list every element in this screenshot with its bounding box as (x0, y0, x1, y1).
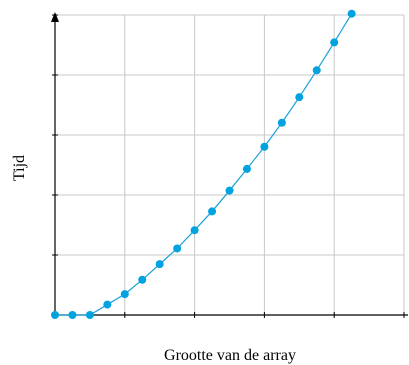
data-point (208, 207, 217, 216)
grid (55, 14, 405, 315)
data-point (103, 300, 112, 309)
axes (51, 12, 408, 318)
series-line (55, 13, 353, 316)
x-axis-label: Grootte van de array (164, 347, 296, 364)
data-point (330, 38, 339, 47)
data-point (68, 311, 77, 319)
y-axis-arrow (51, 12, 59, 22)
data-point (120, 290, 129, 299)
data-point (173, 244, 182, 253)
data-point (295, 93, 304, 102)
data-point (85, 311, 94, 319)
data-point (277, 118, 286, 127)
data-point (155, 260, 164, 269)
data-point (312, 66, 321, 75)
data-point (138, 275, 147, 284)
data-point (51, 311, 59, 319)
series-layer (51, 9, 356, 319)
data-point (242, 164, 251, 173)
data-point (260, 142, 269, 151)
y-axis-label: Tijd (11, 155, 28, 181)
data-point (190, 226, 199, 235)
data-point (225, 186, 234, 195)
data-point (347, 9, 356, 18)
